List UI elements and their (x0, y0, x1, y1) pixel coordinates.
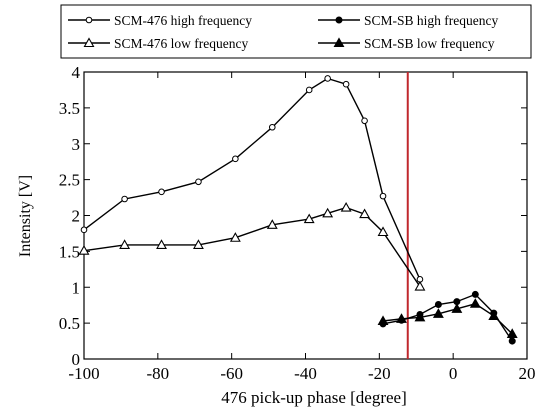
data-point (434, 300, 442, 308)
data-point (322, 207, 334, 218)
data-point (506, 328, 518, 338)
data-point (232, 155, 239, 163)
data-point (451, 303, 463, 313)
data-point (266, 219, 278, 229)
data-point (193, 239, 204, 249)
data-point (361, 117, 368, 125)
y-tick-label: 4 (72, 63, 81, 82)
data-point (303, 213, 315, 224)
data-point (268, 123, 276, 131)
x-tick-label: -40 (294, 364, 317, 383)
series (377, 298, 518, 338)
y-tick-label: 1.5 (59, 242, 80, 261)
series (80, 75, 424, 283)
y-tick-label: 2 (72, 207, 81, 226)
x-tick-label: -80 (146, 364, 169, 383)
legend-label-scm476-low: SCM-476 low frequency (114, 36, 248, 51)
y-tick-label: 0 (72, 350, 81, 369)
legend-entry-scmsb-low: SCM-SB low frequency (318, 36, 495, 51)
data-point (414, 311, 426, 322)
data-point (121, 195, 128, 203)
y-axis-label: Intensity [V] (17, 175, 34, 257)
data-point (471, 290, 479, 298)
data-point (359, 208, 371, 219)
legend-entry-scm476-low: SCM-476 low frequency (68, 36, 248, 51)
data-point (377, 226, 389, 237)
legend-box (60, 4, 532, 59)
x-axis-label: 476 pick-up phase [degree] (221, 388, 407, 407)
data-point (158, 188, 165, 196)
filled-circle-marker-icon (335, 16, 343, 24)
x-tick-label: 0 (449, 364, 458, 383)
y-tick-label: 2.5 (59, 171, 80, 190)
data-point (488, 310, 500, 321)
series-line (382, 303, 513, 335)
data-point (469, 298, 481, 308)
legend-label-scmsb-low: SCM-SB low frequency (364, 36, 495, 51)
filled-triangle-marker-icon (333, 37, 345, 48)
x-tick-label: -60 (220, 364, 243, 383)
y-tick-label: 3 (72, 135, 81, 154)
data-point (119, 239, 131, 249)
series-line (83, 77, 421, 280)
y-tick-label: 3.5 (59, 99, 80, 118)
plot-frame (83, 71, 528, 360)
data-point (432, 308, 444, 318)
data-point (377, 315, 389, 326)
data-point (324, 75, 331, 82)
data-point (396, 313, 407, 323)
x-tick-label: 20 (519, 364, 536, 383)
legend-label-scm476-high: SCM-476 high frequency (114, 13, 252, 28)
data-point (156, 239, 167, 249)
series-line (83, 206, 421, 287)
y-tick-label: 0.5 (59, 314, 80, 333)
data-point (508, 337, 516, 345)
x-tick-label: -100 (68, 364, 99, 383)
data-point (80, 226, 88, 234)
open-triangle-marker-icon (83, 37, 95, 48)
open-circle-marker-icon (85, 16, 93, 24)
data-point (305, 86, 313, 94)
plot-area (78, 72, 518, 359)
legend-entry-scmsb-high: SCM-SB high frequency (318, 13, 498, 28)
x-tick-label: -20 (368, 364, 391, 383)
series (78, 201, 426, 291)
legend-label-scmsb-high: SCM-SB high frequency (364, 13, 498, 28)
y-tick-label: 1 (72, 278, 81, 297)
data-point (195, 178, 202, 186)
data-point (414, 280, 426, 291)
axes: -100 -80 -60 -40 -20 0 20 0 0.5 1 1.5 2 2.5 3 3.5 4 (59, 63, 536, 383)
data-point (379, 192, 387, 200)
legend: SCM-476 high frequency SCM-SB high frequ… (60, 4, 532, 59)
data-point (340, 201, 352, 212)
data-point (78, 245, 90, 255)
legend-entry-scm476-high: SCM-476 high frequency (68, 13, 252, 28)
data-point (229, 232, 241, 242)
data-point (342, 80, 350, 88)
